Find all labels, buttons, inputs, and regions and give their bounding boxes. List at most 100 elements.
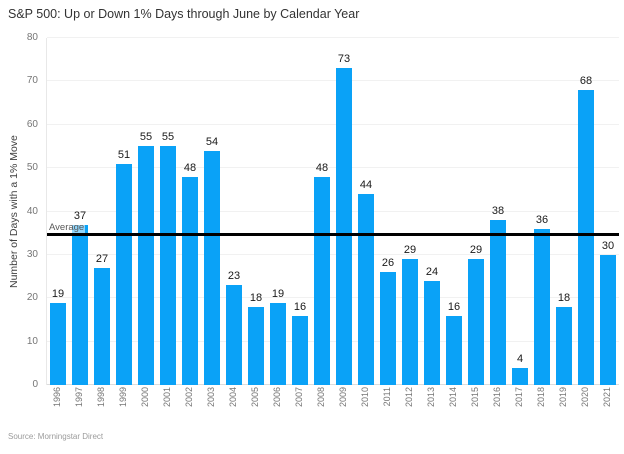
- bar: [402, 259, 418, 385]
- gridline: [47, 167, 619, 169]
- x-tick-slot: 2001: [156, 387, 178, 431]
- bar-slot: 55: [157, 38, 179, 385]
- x-tick-slot: 2006: [266, 387, 288, 431]
- bar: [270, 302, 286, 385]
- bar: [512, 367, 528, 385]
- x-tick-slot: 2007: [288, 387, 310, 431]
- bar: [534, 228, 550, 385]
- bar-value-label: 51: [117, 148, 131, 161]
- x-tick-label: 2008: [316, 387, 326, 408]
- bar-slot: 36: [531, 38, 553, 385]
- x-tick-label: 2001: [162, 387, 172, 408]
- bar-value-label: 29: [469, 244, 483, 257]
- bar-value-label: 29: [403, 244, 417, 257]
- average-label: Average: [48, 221, 86, 233]
- x-tick-label: 2003: [206, 387, 216, 408]
- bar-value-label: 16: [447, 300, 461, 313]
- x-tick-label: 2002: [184, 387, 194, 408]
- bar-value-label: 73: [337, 53, 351, 66]
- bar-value-label: 23: [227, 270, 241, 283]
- bar-slot: 73: [333, 38, 355, 385]
- x-tick-label: 2009: [338, 387, 348, 408]
- bar-slot: 16: [443, 38, 465, 385]
- bar-value-label: 30: [601, 239, 615, 252]
- bar-value-label: 27: [95, 252, 109, 265]
- x-tick-label: 2020: [580, 387, 590, 408]
- x-tick-label: 2005: [250, 387, 260, 408]
- bar-slot: 54: [201, 38, 223, 385]
- y-tick-label: 60: [26, 118, 38, 130]
- bar-value-label: 26: [381, 257, 395, 270]
- bar-slot: 38: [487, 38, 509, 385]
- x-tick-slot: 2020: [574, 387, 596, 431]
- x-tick-label: 2019: [558, 387, 568, 408]
- bar-value-label: 68: [579, 75, 593, 88]
- y-tick-label: 80: [26, 32, 38, 43]
- bar: [336, 68, 352, 385]
- bar: [138, 146, 154, 385]
- bar: [424, 280, 440, 385]
- bar-slot: 27: [91, 38, 113, 385]
- bar-value-label: 36: [535, 213, 549, 226]
- y-tick-label: 30: [26, 248, 38, 260]
- gridline: [47, 340, 619, 342]
- bar-value-label: 16: [293, 300, 307, 313]
- x-tick-slot: 2019: [552, 387, 574, 431]
- bars-layer: 19 37 27 51 55 55 48 54 23 18 19 16 48 73 44 26 29 24 16 29…: [47, 38, 619, 385]
- x-tick-slot: 2008: [310, 387, 332, 431]
- x-tick-slot: 2016: [486, 387, 508, 431]
- bar-value-label: 48: [315, 161, 329, 174]
- bar: [226, 285, 242, 385]
- x-tick-slot: 2017: [508, 387, 530, 431]
- bar: [556, 306, 572, 385]
- y-tick-label: 40: [26, 205, 38, 217]
- bar-slot: 26: [377, 38, 399, 385]
- x-axis-labels: 1996 1997 1998 1999 2000 2001 2002 2003 2004 2005…: [46, 387, 618, 431]
- bar: [204, 150, 220, 385]
- bar: [358, 194, 374, 385]
- x-tick-label: 2013: [426, 387, 436, 408]
- x-tick-label: 2004: [228, 387, 238, 408]
- gridline: [47, 297, 619, 299]
- bar-value-label: 55: [161, 131, 175, 144]
- x-tick-slot: 2004: [222, 387, 244, 431]
- x-tick-label: 2012: [404, 387, 414, 408]
- bar-value-label: 19: [51, 287, 65, 300]
- x-tick-label: 2006: [272, 387, 282, 408]
- gridline: [47, 210, 619, 212]
- bar: [160, 146, 176, 385]
- bar-slot: 30: [597, 38, 619, 385]
- x-tick-label: 2018: [536, 387, 546, 408]
- bar: [50, 302, 66, 385]
- bar-slot: 29: [465, 38, 487, 385]
- x-tick-slot: 2015: [464, 387, 486, 431]
- bar: [314, 176, 330, 385]
- bar-value-label: 24: [425, 265, 439, 278]
- bar-slot: 44: [355, 38, 377, 385]
- y-tick-label: 0: [32, 379, 38, 390]
- x-tick-slot: 2005: [244, 387, 266, 431]
- bar-slot: 24: [421, 38, 443, 385]
- x-tick-label: 2017: [514, 387, 524, 408]
- average-line: [47, 232, 619, 236]
- bar-slot: 48: [179, 38, 201, 385]
- x-tick-slot: 1998: [90, 387, 112, 431]
- x-tick-slot: 2002: [178, 387, 200, 431]
- source-note: Source: Morningstar Direct: [8, 432, 104, 441]
- bar-slot: 18: [553, 38, 575, 385]
- y-tick-label: 10: [26, 335, 38, 347]
- bar-slot: 37: [69, 38, 91, 385]
- bar-value-label: 38: [491, 205, 505, 218]
- bar-slot: 55: [135, 38, 157, 385]
- bar-value-label: 19: [271, 287, 285, 300]
- x-tick-label: 2011: [382, 387, 392, 407]
- gridline: [47, 253, 619, 255]
- x-tick-slot: 2014: [442, 387, 464, 431]
- x-tick-label: 1997: [74, 387, 84, 408]
- gridline: [47, 384, 619, 385]
- x-tick-label: 2010: [360, 387, 370, 408]
- x-tick-slot: 2003: [200, 387, 222, 431]
- x-tick-slot: 2011: [376, 387, 398, 431]
- bar: [94, 267, 110, 385]
